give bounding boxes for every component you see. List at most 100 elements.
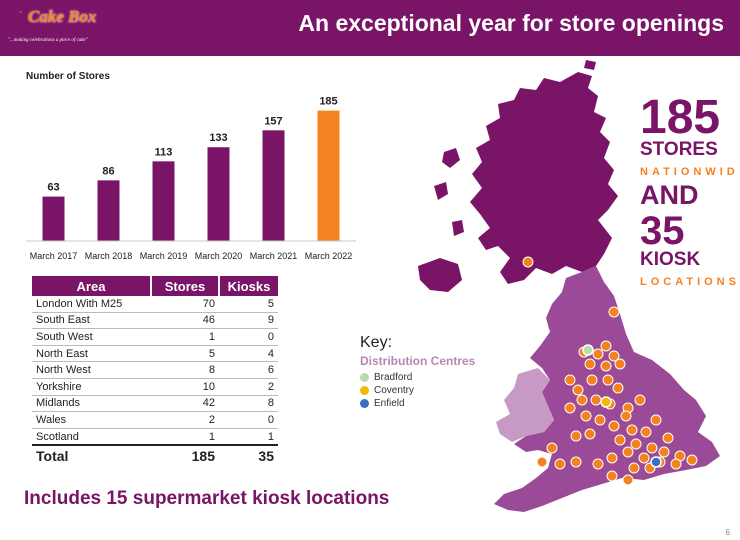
kiosks-cell: 2 <box>219 378 278 396</box>
table-row: Wales 2 0 <box>32 411 278 429</box>
store-pin-icon <box>634 394 646 406</box>
page-number: 6 <box>725 528 730 537</box>
coventry-dot-icon <box>360 386 369 395</box>
store-pin-icon <box>608 420 620 432</box>
store-pin-icon <box>592 458 604 470</box>
table-header-row: Area Stores Kiosks <box>32 276 278 296</box>
map-wales <box>496 368 554 442</box>
column-header-area: Area <box>32 276 152 296</box>
table-row: South East 46 9 <box>32 312 278 330</box>
area-cell: Midlands <box>32 395 151 413</box>
key-label-enfield: Enfield <box>374 398 405 409</box>
chart-title: Number of Stores <box>26 71 110 82</box>
map-scotland <box>470 72 618 284</box>
area-cell: Wales <box>32 411 151 429</box>
store-pin-icon <box>584 428 596 440</box>
table-row: Midlands 42 8 <box>32 395 278 413</box>
kiosk-footnote: Includes 15 supermarket kiosk locations <box>24 488 390 509</box>
kiosk-count: 35 <box>640 209 685 253</box>
kiosks-cell: 0 <box>219 411 278 429</box>
store-pin-icon <box>686 454 698 466</box>
kiosks-cell: 9 <box>219 312 278 330</box>
x-tick-label: March 2020 <box>195 251 243 261</box>
store-pin-icon <box>628 462 640 474</box>
map-key: Key: Distribution Centres Bradford Coven… <box>360 334 475 410</box>
store-pin-icon <box>622 446 634 458</box>
store-pin-icon <box>606 452 618 464</box>
key-label-bradford: Bradford <box>374 372 413 383</box>
enfield-dot-icon <box>360 399 369 408</box>
bar-march-2019 <box>152 161 175 241</box>
store-count-bar-chart: Number of Stores 63 March 2017 86 March 201… <box>26 71 356 261</box>
store-pin-icon <box>572 384 584 396</box>
kiosks-cell: 6 <box>219 361 278 379</box>
bar-march-2017 <box>42 196 65 241</box>
store-pin-icon <box>650 414 662 426</box>
table-row: Yorkshire 10 2 <box>32 378 278 396</box>
logo-tagline: "...making celebrations a piece of cake" <box>8 38 88 43</box>
key-item-bradford: Bradford <box>360 371 475 384</box>
table-row: London With M25 70 5 <box>32 296 278 313</box>
store-pin-icon <box>614 358 626 370</box>
stores-sublabel: NATIONWID <box>640 166 739 178</box>
store-pin-icon <box>614 434 626 446</box>
store-pin-icon <box>670 458 682 470</box>
bradford-dot-icon <box>360 373 369 382</box>
store-pin-icon <box>602 374 614 386</box>
bar-value-label: 63 <box>47 182 59 194</box>
x-tick-label: March 2018 <box>85 251 133 261</box>
key-item-enfield: Enfield <box>360 397 475 410</box>
stores-cell: 42 <box>151 395 219 413</box>
store-area-table: Area Stores Kiosks London With M25 70 5 Sou… <box>32 276 278 467</box>
headline-stats: 185 STORES NATIONWID AND 35 KIOSK LOCATI… <box>640 91 740 289</box>
key-item-coventry: Coventry <box>360 384 475 397</box>
x-tick-label: March 2019 <box>140 251 188 261</box>
key-label-coventry: Coventry <box>374 385 415 396</box>
key-subtitle: Distribution Centres <box>360 354 476 368</box>
store-pin-icon <box>646 442 658 454</box>
area-cell: South West <box>32 328 151 346</box>
stores-cell: 1 <box>151 328 219 346</box>
store-pin-icon <box>584 358 596 370</box>
store-pin-icon <box>594 414 606 426</box>
store-pin-icon <box>590 394 602 406</box>
bar-march-2020 <box>207 147 230 241</box>
area-cell: North East <box>32 345 151 363</box>
store-pin-icon <box>606 470 618 482</box>
table-row: Scotland 1 1 <box>32 428 278 446</box>
store-pin-icon <box>630 438 642 450</box>
stores-cell: 8 <box>151 361 219 379</box>
kiosks-cell: 8 <box>219 395 278 413</box>
store-pin-icon <box>564 374 576 386</box>
area-cell: Scotland <box>32 428 151 446</box>
store-pin-icon <box>570 430 582 442</box>
total-kiosks-cell: 35 <box>219 444 278 467</box>
bar-value-label: 86 <box>102 165 114 177</box>
bar-value-label: 185 <box>319 96 337 108</box>
store-pin-icon <box>586 374 598 386</box>
stores-count: 185 <box>640 91 721 144</box>
area-cell: Yorkshire <box>32 378 151 396</box>
column-header-kiosks: Kiosks <box>219 276 278 296</box>
kiosks-cell: 0 <box>219 328 278 346</box>
bradford-centre-icon <box>582 344 594 356</box>
table-row: North West 8 6 <box>32 361 278 379</box>
area-cell: North West <box>32 361 151 379</box>
slide-title: An exceptional year for store openings <box>298 10 724 36</box>
store-pin-icon <box>570 456 582 468</box>
stores-label: STORES <box>640 139 718 160</box>
store-pin-icon <box>600 360 612 372</box>
store-pin-icon <box>546 442 558 454</box>
x-tick-label: March 2017 <box>30 251 78 261</box>
table-row: North East 5 4 <box>32 345 278 363</box>
kiosks-cell: 5 <box>219 296 278 313</box>
store-pin-icon <box>638 452 650 464</box>
logo-trademark: ™ <box>18 10 22 15</box>
bar-march-2021 <box>262 130 285 241</box>
store-pin-icon <box>576 394 588 406</box>
stores-cell: 70 <box>151 296 219 313</box>
stores-cell: 46 <box>151 312 219 330</box>
store-pin-icon <box>620 410 632 422</box>
stores-cell: 10 <box>151 378 219 396</box>
kiosk-label: KIOSK <box>640 249 701 270</box>
